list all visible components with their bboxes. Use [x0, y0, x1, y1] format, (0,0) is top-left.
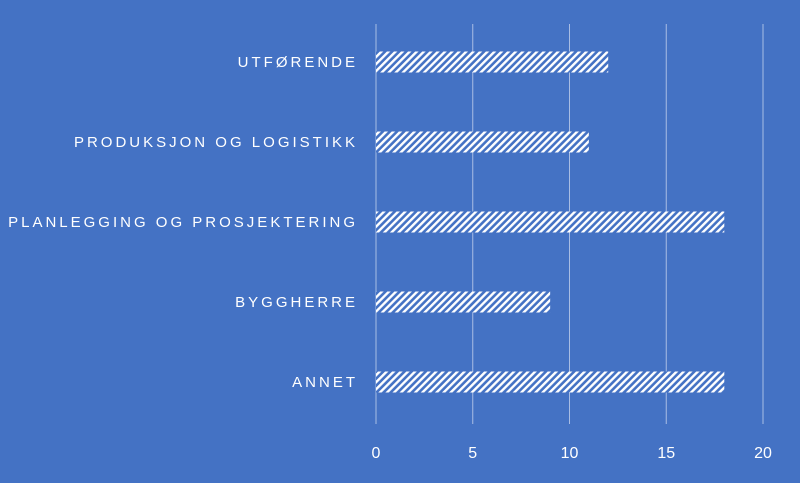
x-axis-tick-labels: 0 5 10 15 20 [372, 445, 772, 462]
x-tick-label: 0 [372, 445, 381, 462]
bar-2 [376, 131, 589, 153]
bar-5 [376, 371, 725, 393]
bar-3 [376, 211, 725, 233]
x-tick-label: 5 [468, 445, 477, 462]
category-labels: UTFØRENDE PRODUKSJON OG LOGISTIKK PLANLEGG… [8, 54, 358, 391]
category-label: ANNET [292, 374, 358, 391]
x-tick-label: 20 [754, 445, 772, 462]
x-tick-label: 15 [657, 445, 675, 462]
category-label: PRODUKSJON OG LOGISTIKK [74, 134, 358, 151]
x-tick-label: 10 [561, 445, 579, 462]
bar-4 [376, 291, 551, 313]
category-label: BYGGHERRE [235, 294, 358, 311]
category-label: PLANLEGGING OG PROSJEKTERING [8, 214, 358, 231]
category-label: UTFØRENDE [238, 54, 358, 71]
bars [376, 51, 725, 393]
bar-1 [376, 51, 609, 73]
